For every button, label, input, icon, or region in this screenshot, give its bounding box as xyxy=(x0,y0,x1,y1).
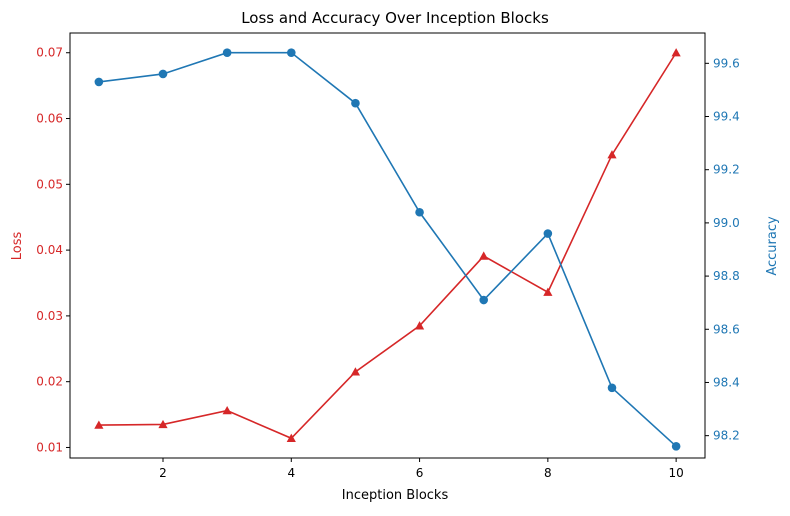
left-y-tick-label: 0.05 xyxy=(36,177,63,191)
accuracy-point-3 xyxy=(222,48,232,57)
plot-frame xyxy=(69,32,706,459)
left-y-tick-label: 0.02 xyxy=(36,375,63,389)
loss-point-7 xyxy=(479,251,489,260)
right-y-tick-label: 98.6 xyxy=(713,322,740,336)
x-axis-label: Inception Blocks xyxy=(342,488,449,503)
x-axis-ticks: 2 4 6 8 10 xyxy=(159,458,684,480)
loss-point-3 xyxy=(222,406,232,415)
x-tick-label: 4 xyxy=(287,466,295,480)
accuracy-point-10 xyxy=(671,441,681,451)
loss-point-9 xyxy=(607,150,617,159)
right-y-tick-label: 98.2 xyxy=(713,429,740,443)
accuracy-point-1 xyxy=(94,77,104,87)
loss-point-1 xyxy=(94,420,104,429)
accuracy-series-line xyxy=(98,51,677,447)
left-y-tick-label: 0.03 xyxy=(36,309,63,323)
chart-title: Loss and Accuracy Over Inception Blocks xyxy=(241,9,549,27)
accuracy-point-2 xyxy=(158,69,168,79)
right-y-axis-label: Accuracy xyxy=(765,216,780,276)
loss-point-6 xyxy=(414,321,425,330)
left-y-tick-label: 0.06 xyxy=(36,112,63,126)
right-y-tick-label: 99.6 xyxy=(713,56,740,70)
left-y-axis-ticks: 0.01 0.02 0.03 0.04 0.05 0.06 0.07 xyxy=(36,46,70,454)
loss-point-4 xyxy=(286,433,296,442)
series-layer xyxy=(94,48,681,451)
right-y-tick-label: 99.0 xyxy=(713,216,740,230)
loss-point-8 xyxy=(543,287,553,296)
right-y-tick-label: 99.4 xyxy=(713,110,740,124)
loss-point-5 xyxy=(350,367,361,376)
accuracy-point-8 xyxy=(543,229,553,238)
right-y-tick-label: 98.8 xyxy=(713,269,740,283)
loss-point-2 xyxy=(158,419,168,429)
accuracy-point-7 xyxy=(479,295,489,305)
left-y-axis-label: Loss xyxy=(10,232,25,261)
left-y-tick-label: 0.07 xyxy=(36,46,63,60)
right-y-tick-label: 98.4 xyxy=(713,375,740,389)
left-y-tick-label: 0.04 xyxy=(36,243,63,257)
x-tick-label: 8 xyxy=(544,466,552,480)
left-y-tick-label: 0.01 xyxy=(36,440,63,454)
x-tick-label: 10 xyxy=(668,466,683,480)
loss-series-line xyxy=(98,52,677,440)
accuracy-point-6 xyxy=(415,207,424,217)
right-y-axis-ticks: 98.2 98.4 98.6 98.8 99.0 99.2 99.4 99.6 xyxy=(705,56,740,443)
loss-point-10 xyxy=(671,48,681,57)
accuracy-point-9 xyxy=(607,383,617,393)
accuracy-point-5 xyxy=(351,98,360,108)
x-tick-label: 6 xyxy=(416,466,424,480)
right-y-tick-label: 99.2 xyxy=(713,163,740,177)
accuracy-point-4 xyxy=(286,48,296,57)
x-tick-label: 2 xyxy=(159,466,167,480)
